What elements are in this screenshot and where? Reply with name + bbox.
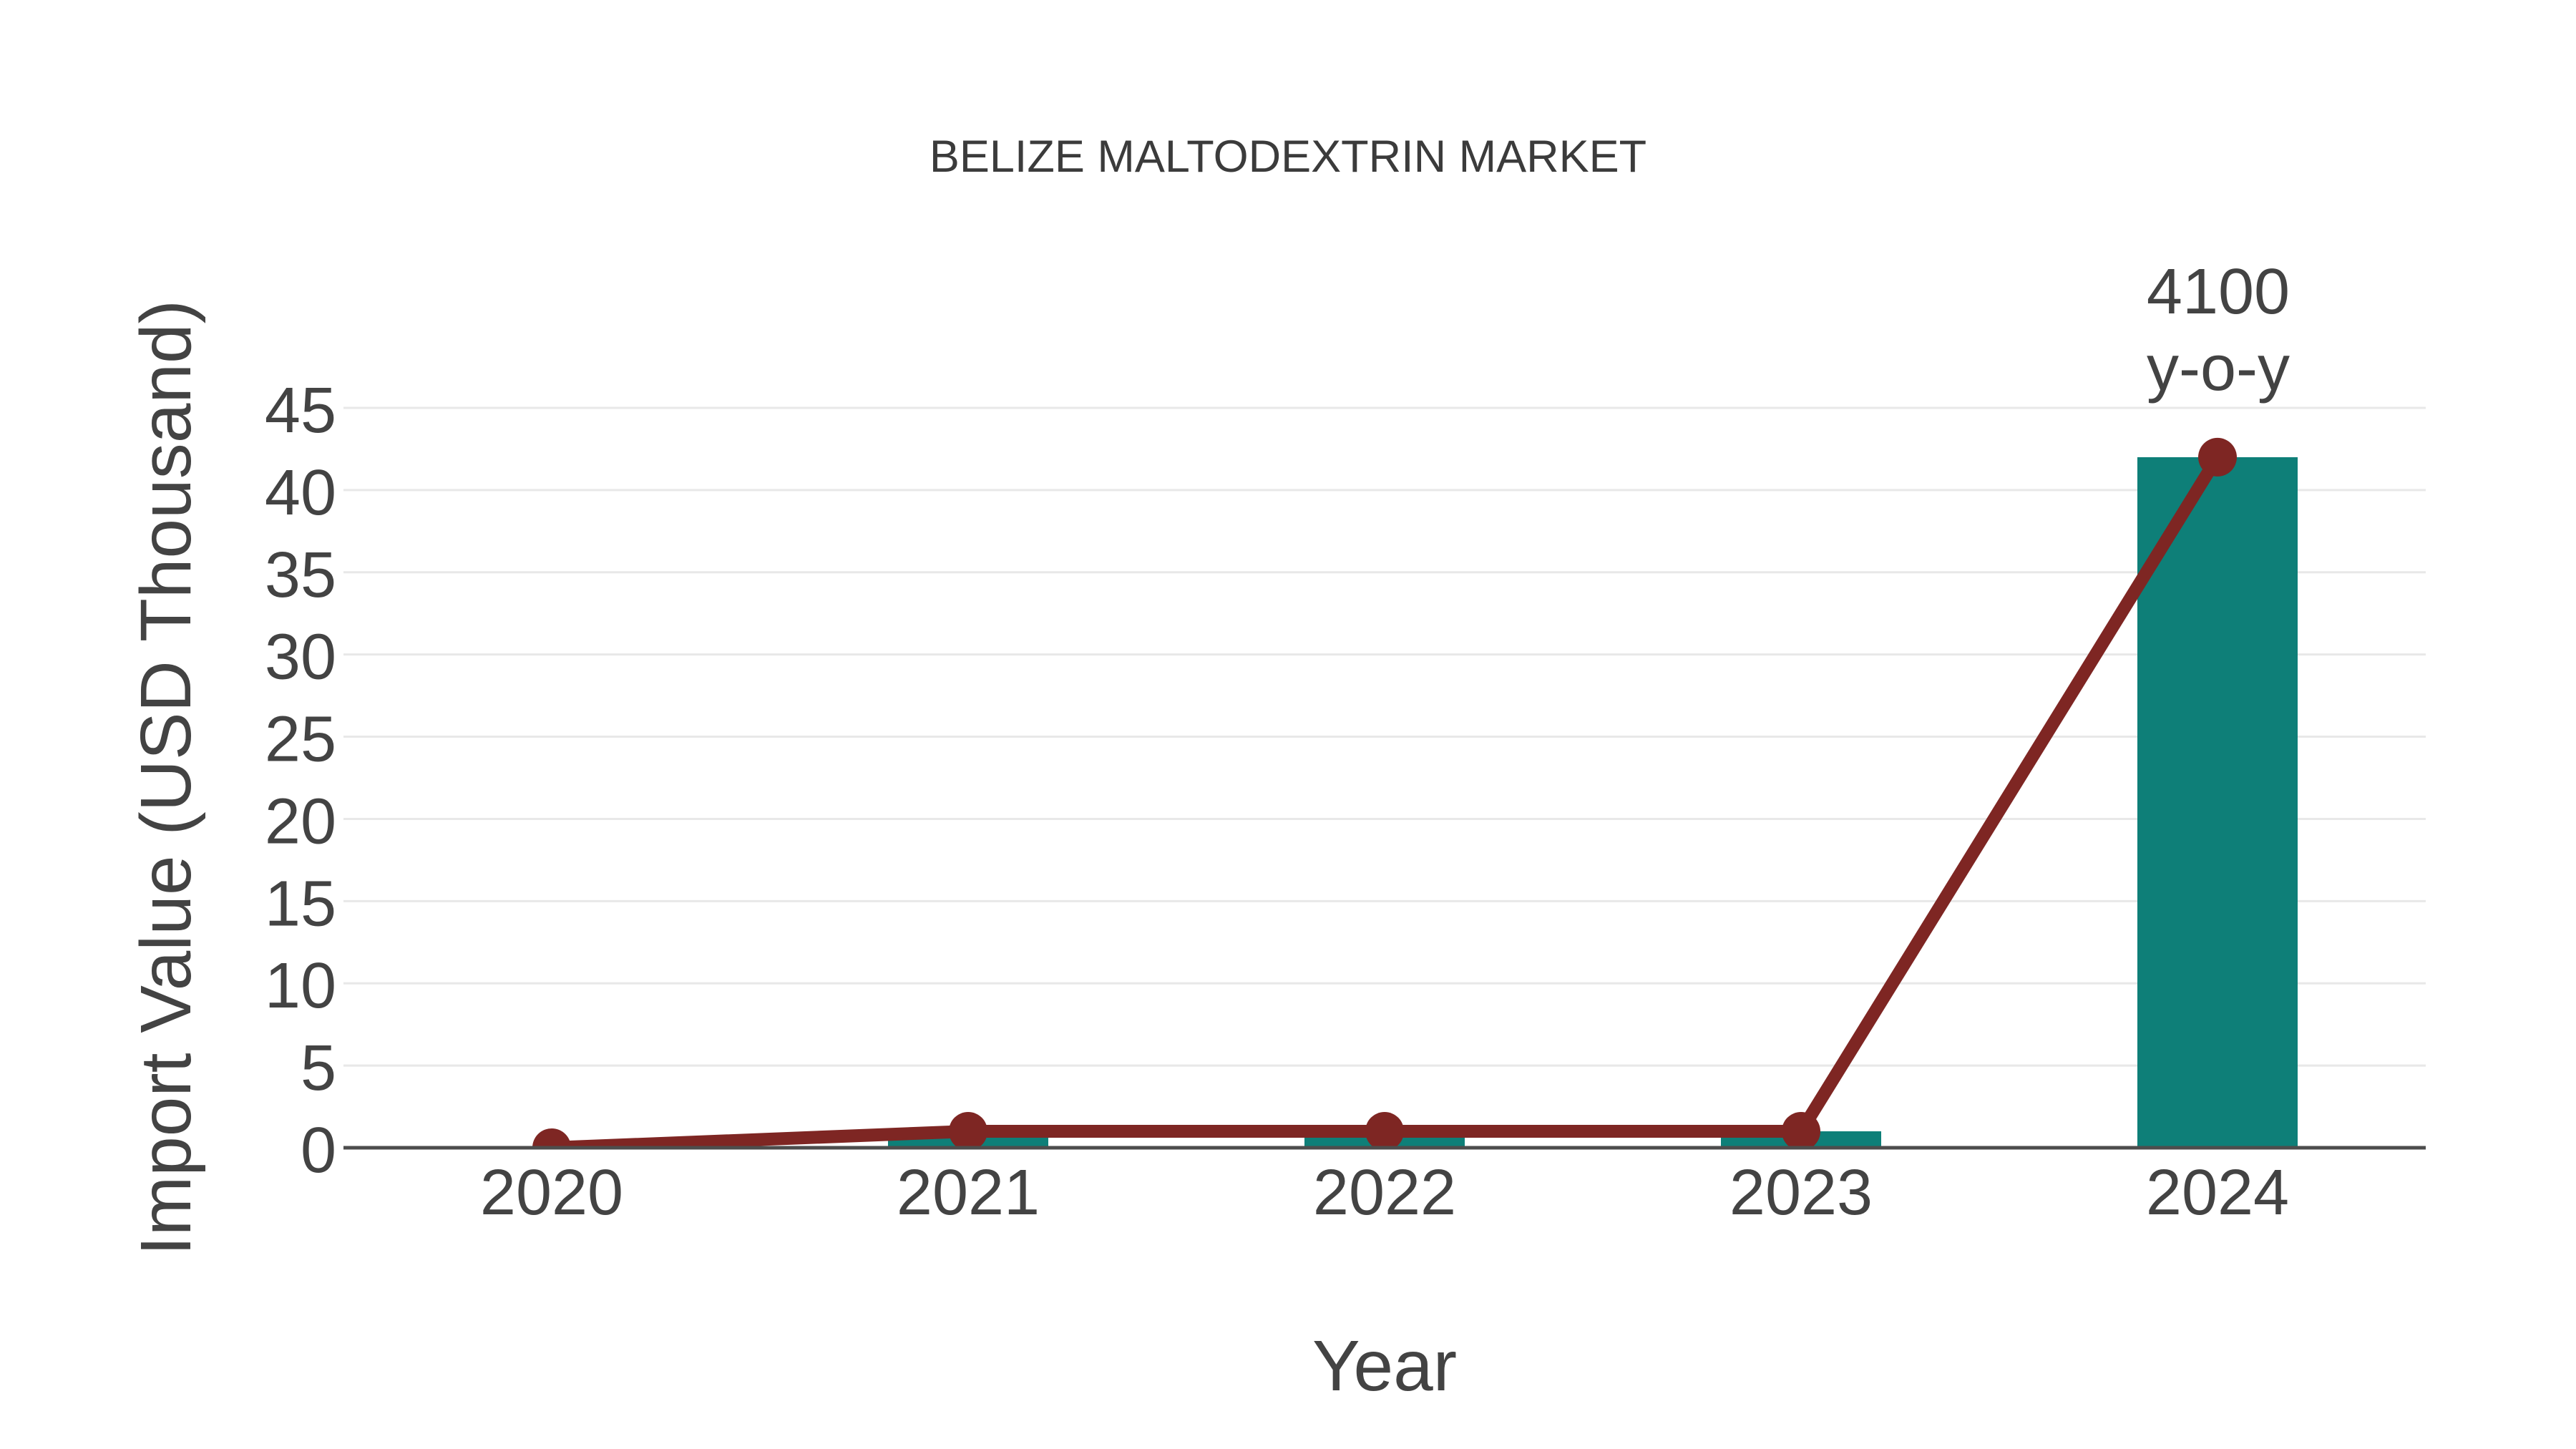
annotation-label: y-o-y	[2147, 333, 2290, 404]
y-tick-label: 30	[265, 622, 336, 693]
y-tick-label: 35	[265, 540, 336, 611]
annotation-value: 4100	[2147, 256, 2290, 328]
y-axis-title: Import Value (USD Thousand)	[126, 300, 206, 1256]
x-tick-label: 2020	[480, 1157, 623, 1229]
x-tick-label: 2021	[897, 1157, 1040, 1229]
x-tick-label: 2024	[2146, 1157, 2289, 1229]
x-axis-tick-labels: 2020 2021 2022 2023 2024	[480, 1157, 2289, 1229]
x-axis-title: Year	[1312, 1326, 1457, 1406]
bar-series	[888, 457, 2298, 1148]
y-axis-tick-labels: 0 5 10 15 20 25 30 35 40 45	[265, 375, 336, 1186]
y-tick-label: 45	[265, 375, 336, 447]
bar-2024	[2137, 457, 2298, 1148]
y-tick-label: 15	[265, 868, 336, 940]
line-series	[532, 437, 2237, 1148]
y-tick-label: 0	[301, 1115, 336, 1186]
y-tick-label: 40	[265, 457, 336, 529]
line-marker-2022	[1365, 1112, 1404, 1148]
chart-title: BELIZE MALTODEXTRIN MARKET	[930, 132, 1646, 182]
gridlines	[343, 406, 2426, 1067]
x-tick-label: 2023	[1729, 1157, 1873, 1229]
y-tick-label: 20	[265, 786, 336, 857]
trend-line	[545, 450, 2224, 1148]
y-tick-label: 25	[265, 704, 336, 776]
line-marker-2023	[1782, 1112, 1820, 1148]
line-marker-2020	[532, 1128, 571, 1148]
line-marker-2021	[949, 1112, 987, 1148]
y-tick-label: 10	[265, 950, 336, 1022]
line-marker-2024	[2198, 437, 2237, 477]
y-tick-label: 5	[301, 1033, 336, 1104]
x-tick-label: 2022	[1313, 1157, 1456, 1229]
